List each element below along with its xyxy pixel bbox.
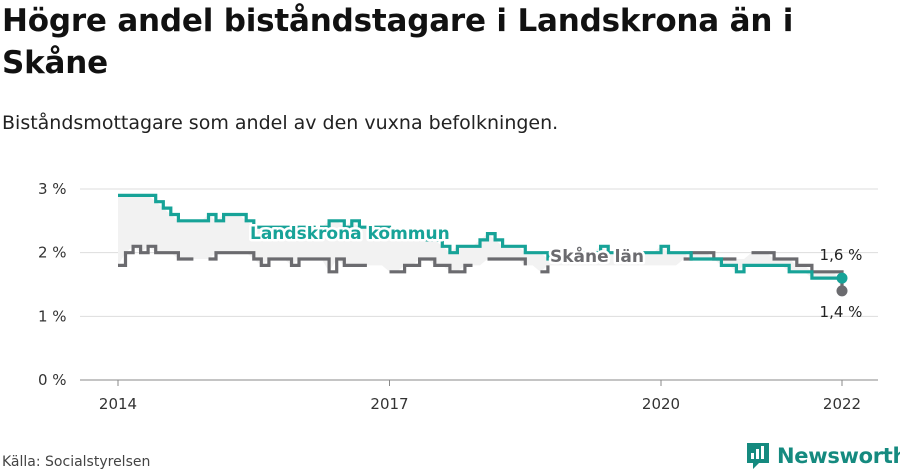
y-tick-label: 1 % <box>38 307 67 325</box>
y-tick-label: 3 % <box>38 180 67 198</box>
brand-name: Newsworthy <box>777 444 900 468</box>
end-point-landskrona <box>836 272 848 284</box>
x-tick-label: 2017 <box>370 395 408 413</box>
x-tick-label: 2014 <box>99 395 137 413</box>
series-label-landskrona-halo: Landskrona kommun <box>250 224 450 244</box>
end-point-skane <box>836 285 848 297</box>
end-label-skane: 1,4 % <box>820 303 863 321</box>
series-label-skane: Skåne län <box>550 245 644 267</box>
x-tick-label: 2020 <box>642 395 680 413</box>
series-label-skane-halo: Skåne län <box>550 245 644 267</box>
chart-subtitle: Biståndsmottagare som andel av den vuxna… <box>2 112 559 134</box>
x-tick-label: 2022 <box>823 395 861 413</box>
brand-logo: Newsworthy <box>745 441 900 471</box>
series-line-landskrona <box>118 193 842 280</box>
source-note: Källa: Socialstyrelsen <box>2 454 151 470</box>
series-line-skane <box>118 244 844 291</box>
series-label-landskrona: Landskrona kommun <box>250 224 450 244</box>
chart-title: Högre andel biståndstagare i Landskrona … <box>2 3 794 81</box>
newsworthy-icon <box>747 443 769 469</box>
y-tick-label: 0 % <box>38 371 67 389</box>
end-label-landskrona: 1,6 % <box>820 246 863 264</box>
y-tick-label: 2 % <box>38 244 67 262</box>
